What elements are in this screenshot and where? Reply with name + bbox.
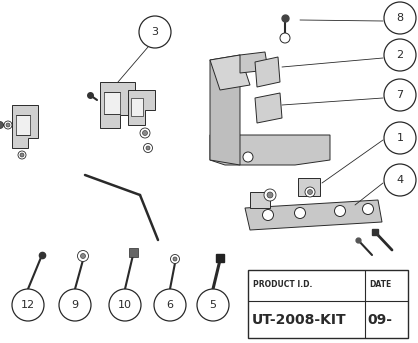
Text: 8: 8 xyxy=(396,13,403,23)
Circle shape xyxy=(267,192,273,198)
Polygon shape xyxy=(210,135,330,165)
Text: 9: 9 xyxy=(71,300,79,310)
Polygon shape xyxy=(240,52,268,73)
Circle shape xyxy=(139,16,171,48)
Circle shape xyxy=(264,189,276,201)
Circle shape xyxy=(384,2,416,34)
Text: PRODUCT I.D.: PRODUCT I.D. xyxy=(253,281,312,289)
Bar xyxy=(131,98,143,116)
Circle shape xyxy=(146,146,150,150)
Circle shape xyxy=(384,164,416,196)
Bar xyxy=(298,178,320,196)
Circle shape xyxy=(263,210,273,221)
Bar xyxy=(248,270,408,338)
Circle shape xyxy=(4,121,12,129)
Polygon shape xyxy=(245,200,382,230)
Text: 1: 1 xyxy=(397,133,403,143)
Text: 3: 3 xyxy=(151,27,158,37)
Circle shape xyxy=(143,130,148,135)
Text: DATE: DATE xyxy=(369,281,391,289)
Circle shape xyxy=(109,289,141,321)
Bar xyxy=(250,192,270,208)
Circle shape xyxy=(295,208,306,218)
Circle shape xyxy=(81,253,86,259)
Circle shape xyxy=(173,257,177,261)
Bar xyxy=(16,115,30,135)
Text: 09-: 09- xyxy=(368,312,393,327)
Circle shape xyxy=(0,121,3,129)
Circle shape xyxy=(280,33,290,43)
Circle shape xyxy=(384,79,416,111)
Circle shape xyxy=(384,122,416,154)
Circle shape xyxy=(334,205,346,216)
Text: 12: 12 xyxy=(21,300,35,310)
Circle shape xyxy=(197,289,229,321)
Circle shape xyxy=(77,250,89,261)
Text: 2: 2 xyxy=(396,50,403,60)
Bar xyxy=(104,92,120,114)
Text: 7: 7 xyxy=(396,90,403,100)
Circle shape xyxy=(243,152,253,162)
Circle shape xyxy=(59,289,91,321)
Circle shape xyxy=(6,123,10,127)
Circle shape xyxy=(18,151,26,159)
Bar xyxy=(129,248,138,257)
Circle shape xyxy=(384,39,416,71)
Circle shape xyxy=(308,189,313,194)
Circle shape xyxy=(362,203,374,214)
Text: 5: 5 xyxy=(209,300,217,310)
Polygon shape xyxy=(128,90,155,125)
Polygon shape xyxy=(255,57,280,87)
Circle shape xyxy=(305,187,315,197)
Circle shape xyxy=(154,289,186,321)
Text: UT-2008-KIT: UT-2008-KIT xyxy=(252,312,347,327)
Circle shape xyxy=(171,255,179,263)
Text: 4: 4 xyxy=(396,175,403,185)
Polygon shape xyxy=(210,55,250,90)
Polygon shape xyxy=(100,82,135,128)
Polygon shape xyxy=(210,55,240,165)
Circle shape xyxy=(143,143,153,153)
Circle shape xyxy=(12,289,44,321)
Text: 6: 6 xyxy=(166,300,173,310)
Polygon shape xyxy=(12,105,38,148)
Polygon shape xyxy=(255,93,282,123)
Circle shape xyxy=(140,128,150,138)
Circle shape xyxy=(20,153,24,157)
Text: 10: 10 xyxy=(118,300,132,310)
